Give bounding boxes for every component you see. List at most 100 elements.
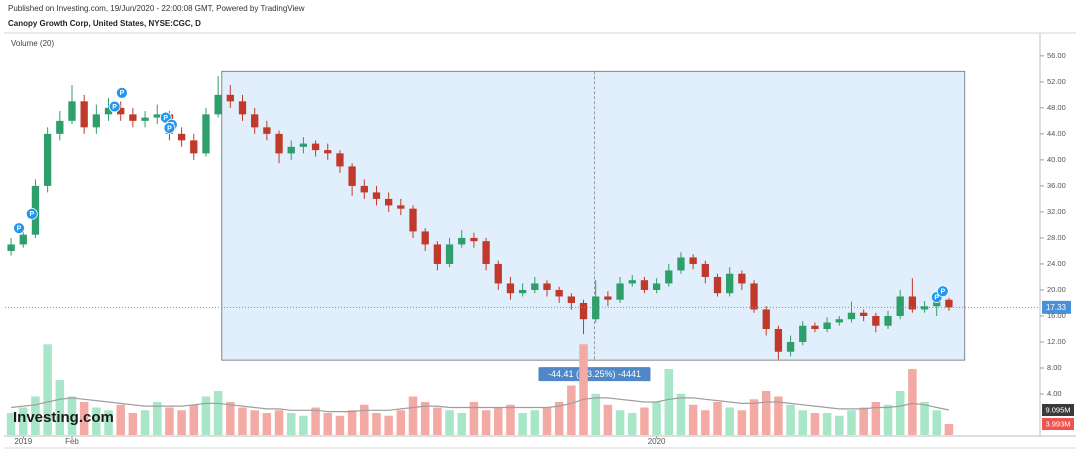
- volume-bar: [932, 410, 941, 435]
- candle-body: [701, 263, 709, 277]
- candle-body: [689, 257, 697, 264]
- y-tick-label: 40.00: [1047, 155, 1066, 164]
- event-label: P: [120, 90, 125, 97]
- y-tick-label: 24.00: [1047, 259, 1066, 268]
- volume-bar: [603, 404, 613, 435]
- volume-bar: [323, 413, 333, 435]
- volume-bar: [67, 396, 77, 435]
- event-label: P: [17, 226, 22, 233]
- volume-bar: [615, 410, 625, 435]
- y-tick-label: 8.00: [1047, 363, 1062, 372]
- volume-bar: [177, 410, 186, 435]
- volume-bar: [688, 404, 698, 435]
- event-label: P: [163, 115, 168, 122]
- volume-ma-tag: [1042, 403, 1074, 416]
- x-tick-label: 2019: [14, 437, 32, 446]
- candle-body: [896, 296, 904, 316]
- candle-body: [19, 234, 27, 245]
- event-label: P: [934, 294, 939, 301]
- volume-bar: [494, 407, 503, 435]
- volume-bar: [457, 413, 466, 435]
- volume-bar: [749, 399, 759, 435]
- volume-ma-line: [11, 397, 950, 413]
- volume-bar: [481, 410, 491, 435]
- volume-bar: [104, 410, 113, 435]
- last-price-tag: [1042, 300, 1071, 314]
- volume-bar: [19, 407, 28, 435]
- candle-body: [604, 296, 612, 300]
- volume-bar: [128, 413, 138, 435]
- candle-body: [397, 205, 405, 209]
- volume-bar: [55, 380, 65, 435]
- volume-bar: [189, 404, 199, 435]
- x-tick-label: Feb: [65, 437, 79, 446]
- volume-bar: [664, 369, 674, 435]
- volume-bar: [627, 413, 637, 435]
- volume-bar: [506, 404, 515, 435]
- candle-body: [908, 296, 917, 310]
- candle-body: [860, 312, 868, 316]
- candle-body: [226, 94, 234, 102]
- price-layer: PPPPPPPPP: [5, 75, 1040, 360]
- volume-bar: [408, 396, 418, 435]
- candle-body: [470, 237, 478, 242]
- volume-bar: [6, 413, 16, 435]
- candle-body: [677, 257, 685, 271]
- candle-body: [336, 153, 344, 167]
- volume-bar: [165, 407, 174, 435]
- candle-body: [153, 114, 161, 118]
- candle-body: [518, 289, 527, 294]
- volume-bar: [238, 407, 247, 435]
- volume-bar: [554, 402, 564, 435]
- candle-body: [263, 127, 271, 134]
- candle-body: [786, 341, 795, 352]
- candle-body: [409, 208, 417, 232]
- y-tick-label: 16.00: [1047, 311, 1066, 320]
- volume-bar: [835, 415, 844, 435]
- candle-body: [348, 166, 356, 186]
- candle-body: [299, 143, 308, 147]
- candle-body: [275, 133, 283, 154]
- candle-body: [445, 244, 454, 264]
- volume-bar: [311, 407, 320, 435]
- volume-bar: [384, 415, 393, 435]
- volume-bar: [920, 402, 929, 435]
- volume-bar: [530, 410, 540, 435]
- candle-body: [811, 325, 819, 329]
- candle-body: [555, 289, 563, 297]
- candle-body: [287, 146, 295, 154]
- candle-body: [640, 280, 649, 290]
- volume-bar: [250, 410, 259, 435]
- candle-body: [531, 283, 539, 290]
- volume-bar: [542, 407, 552, 435]
- volume-bar: [908, 369, 917, 435]
- candle-body: [360, 185, 368, 193]
- volume-bar: [944, 424, 954, 435]
- candle-body: [920, 306, 929, 310]
- candle-body: [592, 296, 600, 320]
- candle-body: [214, 94, 222, 115]
- volume-bar: [152, 402, 162, 435]
- volume-bar: [895, 391, 905, 435]
- candle-body: [652, 283, 661, 290]
- y-tick-label: 20.00: [1047, 285, 1066, 294]
- candle-body: [141, 117, 149, 121]
- volume-bar: [43, 344, 52, 435]
- measure-label-box: [538, 367, 651, 382]
- volume-bar: [299, 415, 308, 435]
- candle-body: [616, 283, 624, 300]
- volume-bar: [761, 391, 771, 435]
- volume-tag: [1042, 418, 1074, 431]
- candle-body: [238, 101, 247, 115]
- volume-bar: [713, 402, 722, 435]
- event-marker: [163, 122, 176, 134]
- event-marker: [936, 285, 949, 298]
- candle-body: [92, 114, 100, 128]
- volume-bar: [140, 410, 150, 435]
- candle-body: [43, 133, 52, 186]
- event-label: P: [112, 104, 117, 111]
- volume-ma-label: 9.095M: [1045, 405, 1070, 414]
- volume-bar: [360, 404, 369, 435]
- y-tick-label: 32.00: [1047, 207, 1066, 216]
